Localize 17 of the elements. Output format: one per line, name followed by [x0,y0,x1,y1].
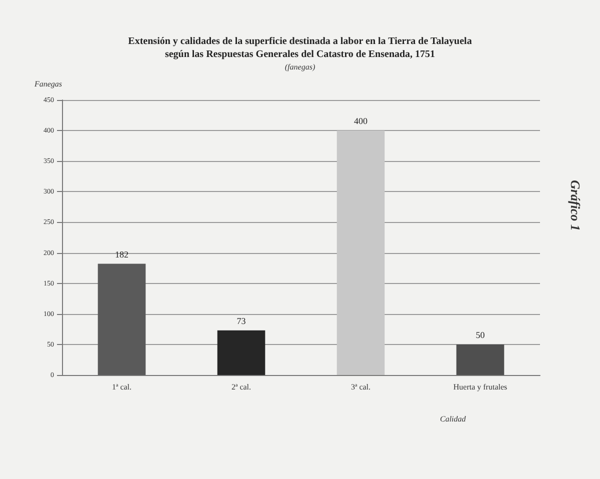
x-tick-label: 2ª cal. [231,382,252,392]
data-label: 400 [354,116,368,126]
data-label: 50 [476,330,486,340]
x-tick-label: Huerta y frutales [453,382,508,392]
chart-subtitle: (fanegas) [284,62,316,72]
x-tick-label: 1ª cal. [112,382,132,392]
bar [217,330,266,375]
bar [98,264,146,375]
text: Gráfico 1 [568,180,583,231]
y-axis-title: Fanegas [33,80,62,88]
bar [336,130,385,375]
bar [456,344,504,375]
data-label: 73 [236,316,246,326]
x-tick-label: 3ª cal. [350,382,371,392]
chart-title: Extensión y calidades de la superficie destinada a labor en la Tierra de Talayuela según las Respuestas Generales del Catastro de Ensenada, 1751 [128,36,472,60]
x-axis-title: Calidad [440,414,467,424]
data-label: 182 [115,249,128,260]
